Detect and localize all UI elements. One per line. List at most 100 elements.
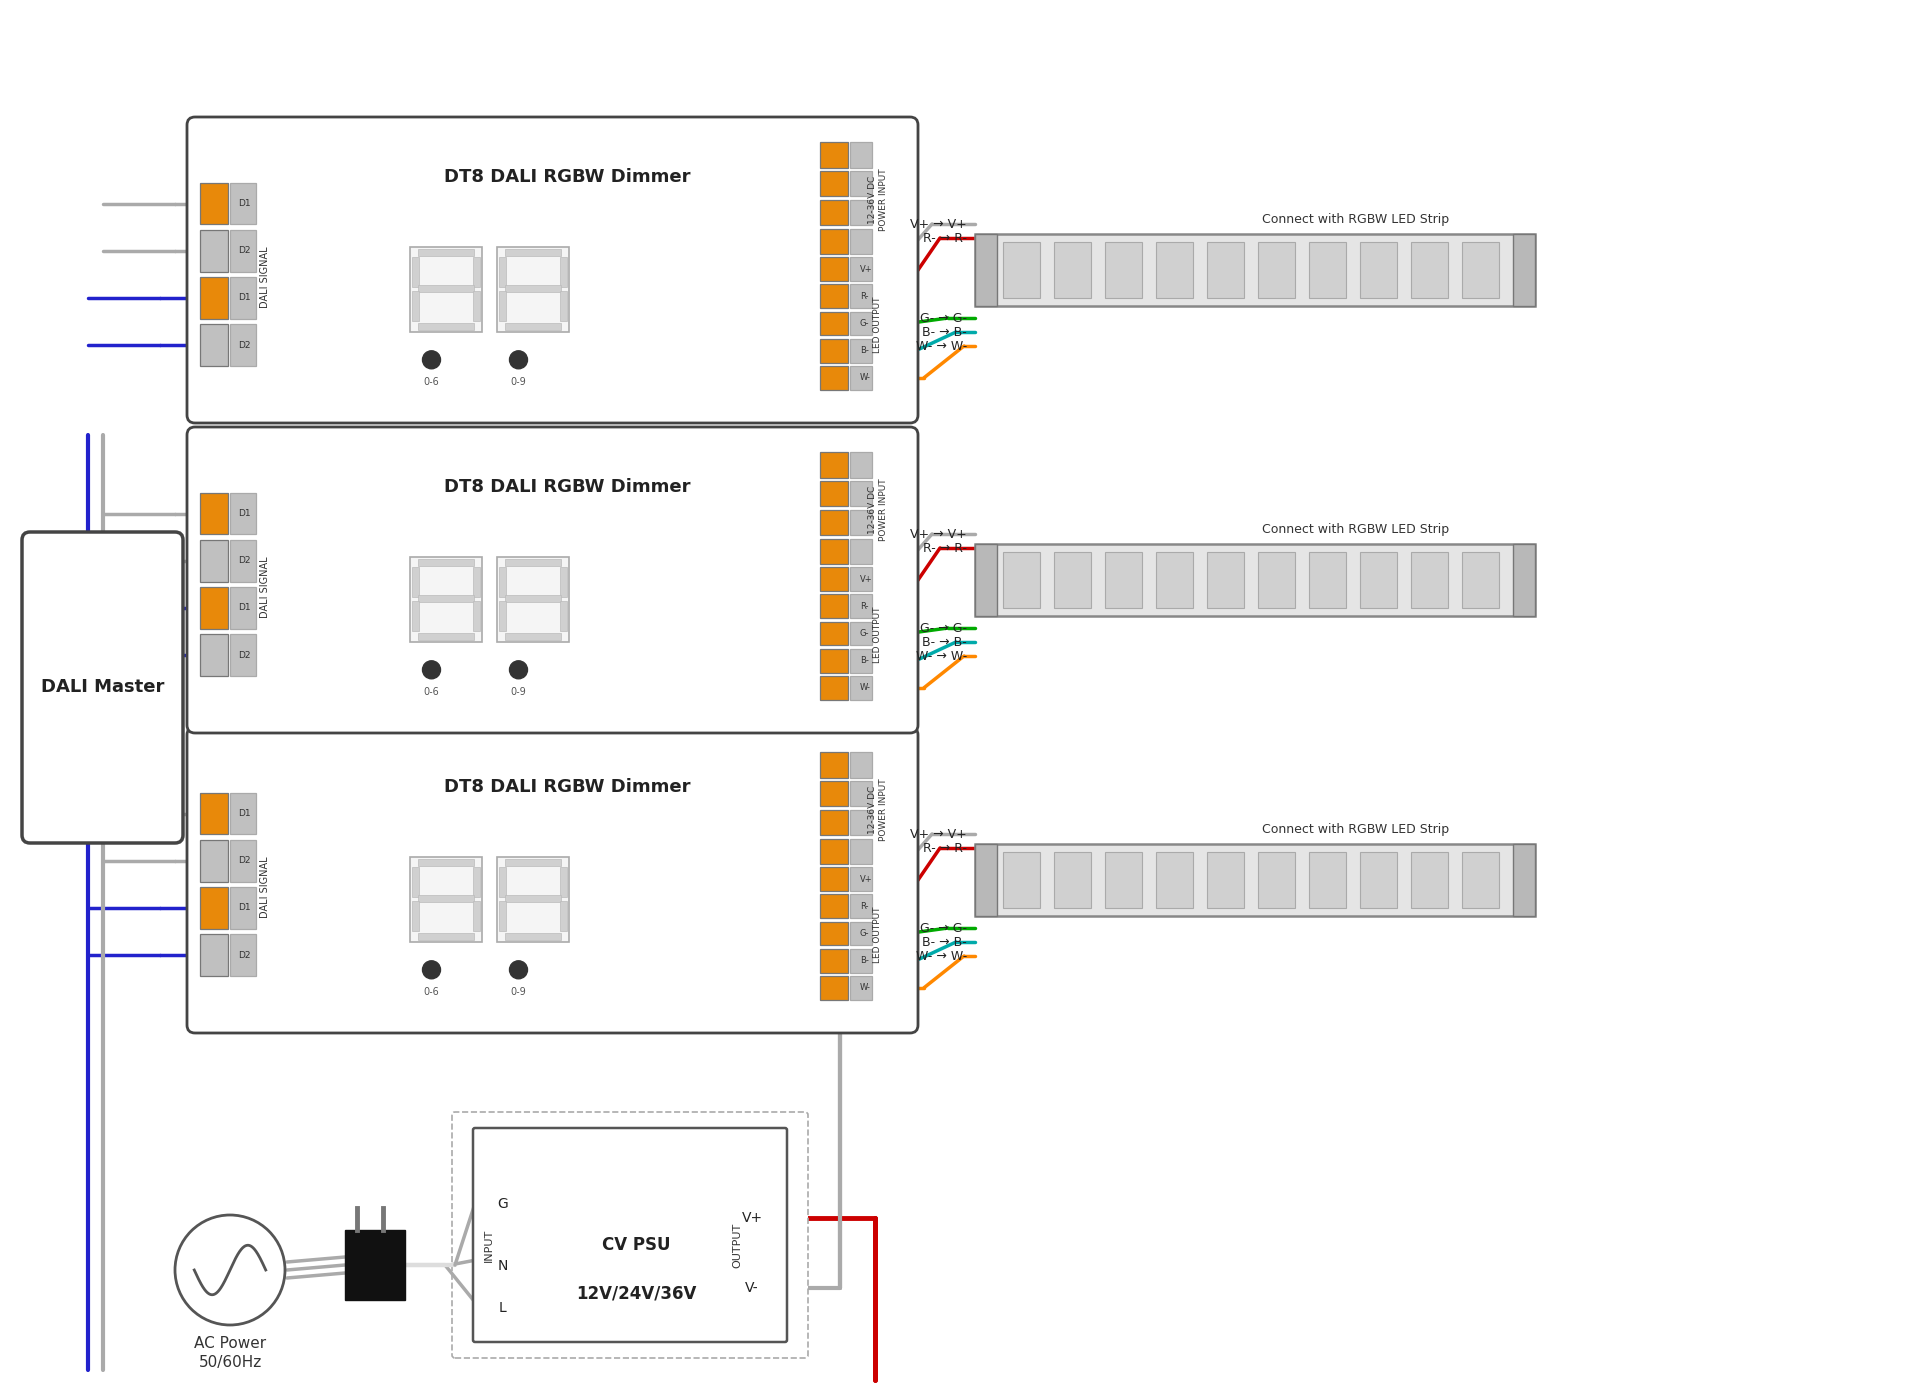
Bar — [230, 325, 255, 365]
Bar — [975, 233, 1534, 306]
Bar — [200, 231, 228, 272]
Text: Connect with RGBW LED Strip: Connect with RGBW LED Strip — [1261, 214, 1450, 226]
Bar — [851, 867, 872, 892]
Text: DALI SIGNAL: DALI SIGNAL — [259, 557, 271, 618]
Bar — [820, 753, 849, 778]
Bar — [975, 544, 1534, 615]
Text: 0-9: 0-9 — [511, 376, 526, 386]
Text: V+ → V+: V+ → V+ — [910, 828, 968, 840]
Bar — [230, 588, 255, 629]
Text: DALI SIGNAL: DALI SIGNAL — [259, 857, 271, 918]
Bar — [417, 322, 474, 329]
Bar — [417, 594, 474, 601]
Text: LED OUTPUT: LED OUTPUT — [874, 907, 883, 964]
Text: DT8 DALI RGBW Dimmer: DT8 DALI RGBW Dimmer — [444, 478, 689, 496]
Text: INPUT: INPUT — [484, 1229, 493, 1263]
Bar — [411, 257, 419, 286]
Text: L: L — [499, 1301, 507, 1315]
Bar — [200, 935, 228, 976]
Bar — [820, 200, 849, 225]
Bar — [1156, 242, 1192, 299]
Circle shape — [422, 661, 440, 679]
Bar — [200, 540, 228, 582]
Bar — [230, 540, 255, 582]
Bar — [417, 285, 474, 292]
Circle shape — [509, 661, 528, 679]
Text: D2: D2 — [238, 857, 250, 865]
Bar — [1513, 845, 1534, 915]
Bar — [1359, 242, 1396, 299]
Bar — [1513, 233, 1534, 306]
Bar — [851, 839, 872, 864]
Bar — [851, 285, 872, 308]
Bar — [559, 601, 566, 631]
Bar — [1258, 551, 1294, 608]
Text: DT8 DALI RGBW Dimmer: DT8 DALI RGBW Dimmer — [444, 168, 689, 186]
Text: N: N — [497, 1260, 509, 1274]
Bar — [851, 949, 872, 972]
Bar — [505, 322, 561, 329]
Bar — [851, 753, 872, 778]
FancyBboxPatch shape — [21, 532, 182, 843]
Text: G-: G- — [860, 629, 870, 638]
Bar — [200, 888, 228, 929]
Bar — [230, 840, 255, 882]
Text: B- → B-: B- → B- — [922, 636, 968, 649]
Bar — [559, 257, 566, 286]
Bar — [1309, 242, 1346, 299]
Bar — [851, 481, 872, 507]
Bar — [851, 257, 872, 281]
Bar — [411, 867, 419, 897]
Bar — [851, 311, 872, 335]
Bar — [417, 895, 474, 901]
Bar — [230, 888, 255, 929]
Bar — [505, 858, 561, 865]
Text: CV PSU: CV PSU — [603, 1236, 670, 1254]
Bar — [505, 558, 561, 565]
Bar — [820, 143, 849, 168]
Text: W-: W- — [860, 374, 872, 382]
Bar — [409, 557, 482, 642]
Text: G: G — [497, 1196, 509, 1210]
Bar — [1106, 242, 1142, 299]
Bar — [559, 290, 566, 321]
Bar — [851, 976, 872, 1000]
Bar — [200, 588, 228, 629]
Bar — [1054, 551, 1091, 608]
Text: G- → G-: G- → G- — [920, 921, 968, 935]
Text: 12V/24V/36V: 12V/24V/36V — [576, 1285, 697, 1303]
Bar — [820, 921, 849, 946]
Bar — [417, 858, 474, 865]
Bar — [820, 539, 849, 564]
Bar — [200, 325, 228, 365]
Bar — [1106, 551, 1142, 608]
Bar — [411, 290, 419, 321]
Circle shape — [509, 351, 528, 369]
Bar — [505, 633, 561, 640]
Text: D1: D1 — [238, 510, 250, 518]
Text: V+: V+ — [860, 265, 872, 274]
Text: DT8 DALI RGBW Dimmer: DT8 DALI RGBW Dimmer — [444, 778, 689, 796]
Text: W- → W-: W- → W- — [916, 650, 968, 663]
Bar — [851, 510, 872, 535]
Bar — [472, 290, 480, 321]
Bar — [851, 229, 872, 254]
FancyBboxPatch shape — [186, 726, 918, 1033]
Text: R- → R-: R- → R- — [924, 542, 968, 554]
Text: W-: W- — [860, 683, 872, 692]
Text: B- → B-: B- → B- — [922, 325, 968, 339]
Circle shape — [422, 961, 440, 979]
Bar — [851, 453, 872, 478]
Bar — [975, 845, 996, 915]
Bar — [230, 278, 255, 318]
Bar — [820, 949, 849, 972]
Bar — [1208, 551, 1244, 608]
Text: B-: B- — [860, 346, 870, 356]
Bar — [1513, 544, 1534, 615]
Bar — [499, 901, 505, 931]
Text: R-: R- — [860, 292, 868, 301]
Bar — [499, 867, 505, 897]
Bar — [820, 594, 849, 618]
Text: R-: R- — [860, 901, 868, 911]
Bar — [820, 311, 849, 335]
